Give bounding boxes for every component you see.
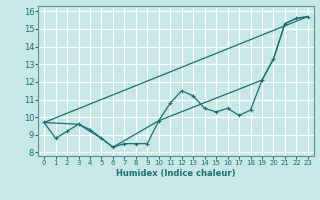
X-axis label: Humidex (Indice chaleur): Humidex (Indice chaleur) bbox=[116, 169, 236, 178]
